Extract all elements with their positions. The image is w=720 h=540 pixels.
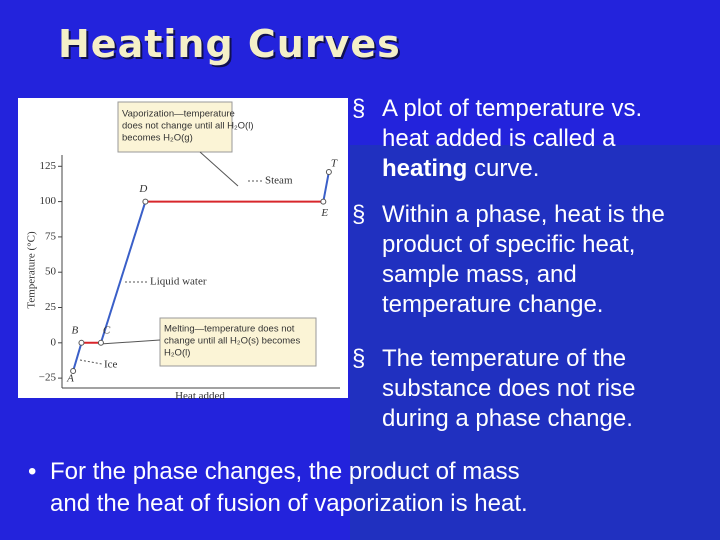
bullet: § The temperature of the substance does n…: [352, 344, 682, 434]
y-tick-label: 25: [45, 301, 57, 313]
bullet-text: The temperature of the substance does no…: [382, 344, 682, 434]
annotation: change until all H₂O(s) becomes: [164, 336, 300, 347]
slide-title: Heating Curves: [58, 22, 401, 66]
point-label: D: [138, 183, 147, 195]
text-run: heating: [382, 155, 468, 182]
curve-segment: [99, 201, 147, 344]
point-label: T: [331, 157, 338, 169]
y-tick-label: 0: [51, 336, 57, 348]
y-tick-label: 100: [40, 195, 57, 207]
point: [320, 198, 327, 205]
x-axis-label: Heat added: [175, 390, 225, 402]
annotation: Liquid water: [150, 276, 207, 288]
annotation: Steam: [265, 175, 293, 187]
bullet-marker: §: [352, 95, 366, 122]
text-run: Within a phase, heat is the product of s…: [382, 201, 665, 318]
point-label: E: [320, 207, 328, 219]
text-line: For the phase changes, the product of ma…: [50, 458, 520, 485]
point: [97, 339, 104, 346]
bullet-text: A plot of temperature vs. heat added is …: [382, 94, 682, 184]
text-run: curve.: [467, 155, 540, 182]
bullet: § Within a phase, heat is the product of …: [352, 200, 682, 320]
annotation-box: [117, 101, 233, 153]
frame: [350, 145, 720, 540]
y-tick-label: 125: [40, 160, 57, 172]
bullet-marker: §: [352, 201, 366, 228]
annotation: Ice: [104, 359, 118, 371]
point: [78, 339, 85, 346]
point-label: A: [66, 373, 74, 385]
bullet-text: For the phase changes, the product of ma…: [50, 456, 528, 520]
bullet-marker: •: [28, 458, 37, 485]
y-tick-label: 75: [45, 230, 57, 242]
text-line: and the heat of fusion of vaporization i…: [50, 490, 528, 517]
leader: [199, 151, 239, 187]
point: [70, 368, 77, 375]
curve-segment: [72, 342, 83, 372]
annotation: does not change until all H₂O(l): [122, 121, 253, 132]
annotation: H₂O(l): [164, 348, 190, 359]
bullet-text: Within a phase, heat is the product of s…: [382, 200, 682, 320]
y-tick-label: 50: [45, 266, 57, 278]
point-label: B: [71, 324, 78, 336]
y-axis-label: Temperature (°C): [26, 231, 38, 309]
point-label: C: [103, 324, 111, 336]
leader: [99, 339, 161, 345]
text-run: A plot of temperature vs. heat added is …: [382, 95, 643, 152]
point: [325, 168, 332, 175]
text-run: The temperature of the substance does no…: [382, 345, 636, 432]
annotation: Melting—temperature does not: [164, 324, 295, 335]
annotation: becomes H₂O(g): [122, 133, 193, 144]
bullet: § A plot of temperature vs. heat added is…: [352, 94, 682, 184]
annotation: Vaporization—temperature: [122, 109, 235, 120]
footer-bullet: • For the phase changes, the product of …: [28, 456, 528, 520]
curve-segment: [322, 171, 330, 202]
point: [142, 198, 149, 205]
bullet-marker: §: [352, 345, 366, 372]
y-tick-label: −25: [39, 372, 57, 384]
annotation-box: [159, 317, 317, 367]
